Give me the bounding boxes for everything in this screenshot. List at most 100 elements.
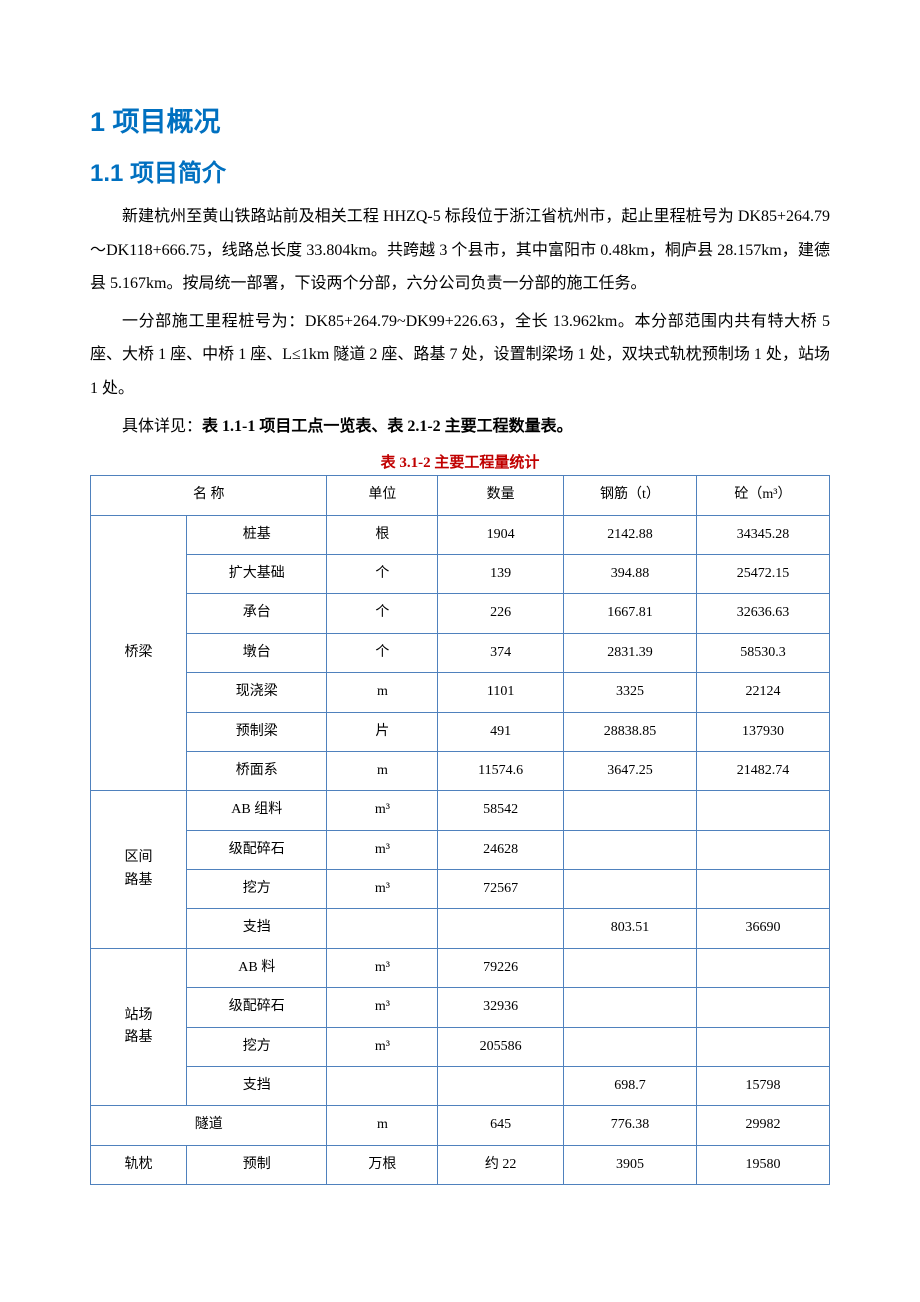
table-row: 支挡 698.715798 xyxy=(91,1067,830,1106)
table-row-sleeper: 轨枕预制万根约 22390519580 xyxy=(91,1145,830,1184)
table-cell: 名 称 xyxy=(91,476,327,515)
table-cell xyxy=(563,791,696,830)
table-cell: 支挡 xyxy=(187,909,327,948)
table-cell: 挖方 xyxy=(187,1027,327,1066)
table-cell: 轨枕 xyxy=(91,1145,187,1184)
table-cell: 15798 xyxy=(696,1067,829,1106)
para3-bold-refs: 表 1.1-1 项目工点一览表、表 2.1-2 主要工程数量表。 xyxy=(202,418,573,435)
table-cell: 22124 xyxy=(696,673,829,712)
table-cell: 58542 xyxy=(438,791,564,830)
table-cell xyxy=(696,870,829,909)
table-cell xyxy=(696,791,829,830)
table-cell: 3647.25 xyxy=(563,751,696,790)
group-cell: 桥梁 xyxy=(91,515,187,791)
table-cell: m³ xyxy=(327,1027,438,1066)
table-cell: m xyxy=(327,1106,438,1145)
table-cell: AB 组料 xyxy=(187,791,327,830)
table-row: 承台个2261667.8132636.63 xyxy=(91,594,830,633)
table-cell: 25472.15 xyxy=(696,554,829,593)
table-cell: 1101 xyxy=(438,673,564,712)
table-row: 区间路基AB 组料m³58542 xyxy=(91,791,830,830)
table-row: 扩大基础个139394.8825472.15 xyxy=(91,554,830,593)
table-cell: 32636.63 xyxy=(696,594,829,633)
table-row: 桥梁桩基根19042142.8834345.28 xyxy=(91,515,830,554)
table-cell: 扩大基础 xyxy=(187,554,327,593)
table-cell xyxy=(563,988,696,1027)
table-cell: 预制 xyxy=(187,1145,327,1184)
section-heading-1-1: 1.1 项目简介 xyxy=(90,153,830,188)
table-row: 级配碎石m³32936 xyxy=(91,988,830,1027)
table-cell: 个 xyxy=(327,594,438,633)
table-cell: 支挡 xyxy=(187,1067,327,1106)
table-cell: 36690 xyxy=(696,909,829,948)
table-caption: 表 3.1-2 主要工程量统计 xyxy=(90,451,830,472)
table-cell: 片 xyxy=(327,712,438,751)
table-cell: 承台 xyxy=(187,594,327,633)
table-row: 挖方m³205586 xyxy=(91,1027,830,1066)
table-row: 级配碎石m³24628 xyxy=(91,830,830,869)
table-cell: 79226 xyxy=(438,948,564,987)
table-cell: 预制梁 xyxy=(187,712,327,751)
table-cell: 205586 xyxy=(438,1027,564,1066)
table-row: 桥面系m11574.63647.2521482.74 xyxy=(91,751,830,790)
table-cell: 个 xyxy=(327,554,438,593)
table-cell: 137930 xyxy=(696,712,829,751)
table-cell xyxy=(563,830,696,869)
table-cell: 根 xyxy=(327,515,438,554)
table-row: 现浇梁m1101332522124 xyxy=(91,673,830,712)
table-cell: 72567 xyxy=(438,870,564,909)
paragraph-2: 一分部施工里程桩号为：DK85+264.79~DK99+226.63，全长 13… xyxy=(90,305,830,406)
table-cell: 803.51 xyxy=(563,909,696,948)
group-cell: 区间路基 xyxy=(91,791,187,949)
table-cell: 级配碎石 xyxy=(187,988,327,1027)
paragraph-1: 新建杭州至黄山铁路站前及相关工程 HHZQ-5 标段位于浙江省杭州市，起止里程桩… xyxy=(90,200,830,301)
table-row: 墩台个3742831.3958530.3 xyxy=(91,633,830,672)
table-cell: 3905 xyxy=(563,1145,696,1184)
table-cell xyxy=(327,1067,438,1106)
group-cell: 站场路基 xyxy=(91,948,187,1106)
table-cell: 桩基 xyxy=(187,515,327,554)
table-cell: 11574.6 xyxy=(438,751,564,790)
table-cell: 级配碎石 xyxy=(187,830,327,869)
table-cell: 砼（m³） xyxy=(696,476,829,515)
table-cell: 墩台 xyxy=(187,633,327,672)
table-cell: 645 xyxy=(438,1106,564,1145)
table-cell: 钢筋（t） xyxy=(563,476,696,515)
table-cell: 挖方 xyxy=(187,870,327,909)
table-cell: 桥面系 xyxy=(187,751,327,790)
table-cell: 2142.88 xyxy=(563,515,696,554)
table-cell xyxy=(696,1027,829,1066)
table-cell: 3325 xyxy=(563,673,696,712)
table-cell: m³ xyxy=(327,948,438,987)
table-cell: 1667.81 xyxy=(563,594,696,633)
table-cell: 数量 xyxy=(438,476,564,515)
table-cell: AB 料 xyxy=(187,948,327,987)
table-cell: m xyxy=(327,673,438,712)
table-cell: 698.7 xyxy=(563,1067,696,1106)
section-heading-1: 1 项目概况 xyxy=(90,100,830,139)
table-cell: 58530.3 xyxy=(696,633,829,672)
table-cell: 个 xyxy=(327,633,438,672)
table-cell: 19580 xyxy=(696,1145,829,1184)
table-cell: 万根 xyxy=(327,1145,438,1184)
table-cell xyxy=(438,909,564,948)
table-row: 站场路基AB 料m³79226 xyxy=(91,948,830,987)
table-row: 支挡 803.5136690 xyxy=(91,909,830,948)
table-cell xyxy=(696,988,829,1027)
table-cell: m³ xyxy=(327,870,438,909)
paragraph-3: 具体详见：表 1.1-1 项目工点一览表、表 2.1-2 主要工程数量表。 xyxy=(90,410,830,444)
table-cell: 776.38 xyxy=(563,1106,696,1145)
table-cell: 32936 xyxy=(438,988,564,1027)
table-cell: 约 22 xyxy=(438,1145,564,1184)
table-row: 预制梁片49128838.85137930 xyxy=(91,712,830,751)
table-cell xyxy=(696,830,829,869)
table-cell: 现浇梁 xyxy=(187,673,327,712)
table-cell: 1904 xyxy=(438,515,564,554)
table-cell: 隧道 xyxy=(91,1106,327,1145)
table-header-row: 名 称单位数量钢筋（t）砼（m³） xyxy=(91,476,830,515)
table-cell xyxy=(563,1027,696,1066)
table-cell: 491 xyxy=(438,712,564,751)
table-cell xyxy=(696,948,829,987)
table-cell: 单位 xyxy=(327,476,438,515)
table-cell: 394.88 xyxy=(563,554,696,593)
